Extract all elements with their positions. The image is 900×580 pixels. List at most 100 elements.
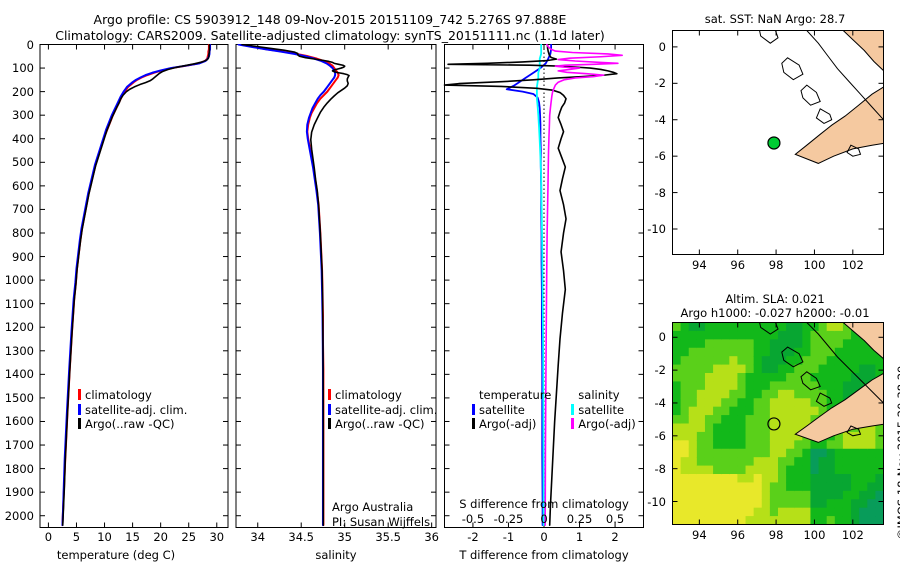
difference-top-axis-label-text: S difference from climatology	[459, 497, 629, 511]
sla-map-title-line2: Argo h1000: -0.027 h2000: -0.01	[680, 306, 870, 320]
legend-color-swatch	[472, 403, 475, 415]
temperature-tick-label: 5	[72, 530, 81, 544]
legend-column-heading: temperature	[479, 388, 552, 402]
difference-top-axis-label: S difference from climatology	[440, 497, 648, 511]
difference-top-tick-label: 0	[540, 512, 548, 526]
temperature-tick-label: 0	[44, 530, 53, 544]
depth-tick-label: 1800	[4, 461, 34, 476]
sla-map-canvas	[672, 322, 884, 525]
difference-bottom-tick-label: 0	[540, 530, 548, 544]
legend-column: salinity satellite Argo(-adj)	[571, 388, 636, 432]
difference-legend: temperature satellite Argo(-adj) salinity sa…	[472, 388, 636, 432]
sla-map-title: Altim. SLA: 0.021 Argo h1000: -0.027 h20…	[660, 292, 890, 320]
legend-item: satellite-adj. clim.	[78, 403, 187, 418]
sst-map-x-tick-label: 96	[730, 258, 746, 272]
sla-map-x-tick-label: 96	[730, 528, 746, 542]
depth-tick-label: 1600	[4, 414, 34, 429]
legend-color-swatch	[78, 418, 81, 429]
sst-map	[672, 30, 884, 255]
sst-map-x-tick-label: 102	[841, 258, 864, 272]
sst-map-canvas	[672, 30, 884, 255]
legend-item: Argo(..raw -QC)	[78, 417, 187, 432]
depth-tick-label: 1500	[4, 390, 34, 405]
temperature-legend: climatology satellite-adj. clim. Argo(..ra…	[78, 388, 187, 432]
legend-item-label: Argo(-adj)	[479, 417, 537, 431]
legend-item: satellite	[472, 403, 551, 418]
legend-item: Argo(-adj)	[472, 417, 551, 432]
temperature-tick-label: 10	[97, 530, 112, 544]
legend-item: satellite	[571, 403, 635, 418]
sla-map-x-tick-label: 94	[692, 528, 707, 542]
legend-item-label: satellite-adj. clim.	[85, 402, 188, 417]
difference-bottom-tick-label: 1	[575, 530, 584, 544]
difference-bottom-axis-label-text: T difference from climatology	[459, 548, 629, 562]
temperature-tick-label: 15	[125, 530, 140, 544]
plot-title-line1-text: Argo profile: CS 5903912_148 09-Nov-2015…	[93, 12, 567, 27]
depth-tick-label: 1100	[4, 296, 34, 311]
legend-item-label: satellite-adj. clim.	[335, 402, 438, 417]
difference-bottom-tick-label: 2	[611, 530, 619, 544]
legend-color-swatch	[571, 403, 575, 415]
sla-map-x-tick-label: 98	[768, 528, 784, 542]
legend-item: satellite-adj. clim.	[328, 403, 437, 418]
depth-tick-label: 1300	[4, 343, 34, 358]
depth-tick-label: 200	[12, 84, 34, 99]
difference-bottom-axis-label: T difference from climatology	[440, 548, 648, 562]
sla-map-y-tick-label: -10	[647, 494, 666, 509]
sla-map-y-tick-label: -8	[654, 461, 666, 476]
sst-map-title: sat. SST: NaN Argo: 28.7	[660, 12, 890, 26]
legend-item: climatology	[78, 388, 187, 403]
imos-credit: ©IMOS 18-Nov-2015 20:38:29	[895, 366, 900, 540]
sst-map-y-tick-label: -6	[654, 149, 666, 164]
salinity-tick-label: 35.5	[375, 530, 401, 544]
sst-map-y-tick-label: -2	[654, 76, 666, 91]
legend-item-label: Argo(..raw -QC)	[335, 417, 425, 431]
legend-color-swatch	[571, 418, 575, 429]
sst-map-title-text: sat. SST: NaN Argo: 28.7	[704, 12, 846, 26]
salinity-axis-label: salinity	[232, 548, 440, 562]
legend-color-swatch	[328, 403, 331, 415]
legend-item: climatology	[328, 388, 437, 403]
legend-item: Argo(..raw -QC)	[328, 417, 437, 432]
sla-map-y-tick-label: -2	[654, 363, 666, 378]
salinity-tick-label: 35	[337, 530, 353, 544]
temperature-panel	[0, 44, 232, 528]
depth-tick-label: 1400	[4, 367, 34, 382]
sst-map-x-tick-label: 94	[692, 258, 707, 272]
plot-title-line2: Climatology: CARS2009. Satellite-adjuste…	[0, 28, 660, 44]
sst-map-y-tick-label: -8	[654, 185, 666, 200]
plot-title-line1: Argo profile: CS 5903912_148 09-Nov-2015…	[0, 12, 660, 28]
sla-map-x-tick-label: 100	[803, 528, 826, 542]
legend-color-swatch	[328, 418, 331, 429]
sla-map-y-tick-label: 0	[658, 330, 666, 345]
sst-map-y-tick-label: -4	[654, 112, 666, 127]
salinity-tick-label: 34	[250, 530, 266, 544]
salinity-panel	[232, 44, 440, 528]
difference-top-tick-label: 0.25	[566, 512, 593, 526]
legend-item-label: satellite	[479, 402, 525, 417]
legend-color-swatch	[78, 403, 81, 415]
legend-column: temperature satellite Argo(-adj)	[472, 388, 551, 432]
plot-title-line2-text: Climatology: CARS2009. Satellite-adjuste…	[55, 28, 605, 43]
legend-column-heading: salinity	[578, 388, 620, 402]
salinity-footnote-line1: Argo Australia	[332, 500, 414, 514]
depth-tick-label: 900	[12, 249, 34, 264]
legend-item-label: Argo(-adj)	[578, 417, 636, 431]
depth-tick-label: 800	[12, 225, 34, 240]
temperature-axis-label: temperature (deg C)	[0, 548, 232, 562]
legend-item-label: Argo(..raw -QC)	[85, 417, 175, 431]
sla-map-x-tick-label: 102	[841, 528, 864, 542]
temperature-axis-label-text: temperature (deg C)	[56, 548, 176, 562]
temperature-tick-label: 20	[153, 530, 168, 544]
depth-tick-label: 100	[12, 61, 34, 76]
salinity-tick-label: 36	[424, 530, 439, 544]
difference-plot-canvas	[443, 44, 644, 528]
difference-bottom-tick-label: -2	[467, 530, 479, 544]
legend-item-label: climatology	[85, 388, 152, 402]
legend-color-swatch	[472, 418, 475, 429]
sla-map-title-line1: Altim. SLA: 0.021	[725, 292, 825, 306]
salinity-footnote-line2: PI: Susan Wijffels	[332, 514, 431, 529]
legend-item-label: satellite	[578, 402, 625, 417]
imos-credit-text: ©IMOS 18-Nov-2015 20:38:29	[895, 365, 900, 540]
difference-panel	[440, 44, 648, 528]
